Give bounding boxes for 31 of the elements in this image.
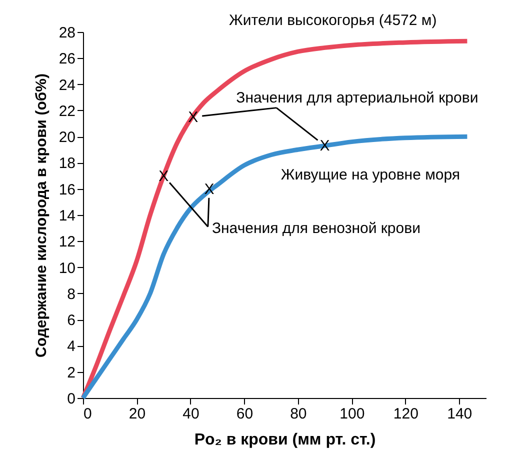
series-label: Жители высокогорья (4572 м) bbox=[229, 12, 437, 29]
y-tick-label: 18 bbox=[58, 155, 76, 172]
annotation: Значения для венозной крови bbox=[212, 220, 420, 238]
y-tick-label: 2 bbox=[67, 364, 76, 382]
y-tick-label: 28 bbox=[58, 24, 76, 42]
x-tick-label: 0 bbox=[84, 406, 92, 422]
y-tick-label: 24 bbox=[58, 76, 76, 94]
series-label: Живущие на уровне моря bbox=[280, 166, 460, 184]
y-tick-label: 20 bbox=[58, 129, 76, 146]
annotation: X bbox=[158, 168, 169, 185]
x-tick-label: 60 bbox=[236, 406, 254, 422]
annotation: Значения для артериальной крови bbox=[236, 89, 478, 106]
y-tick-label: 6 bbox=[67, 312, 76, 330]
y-axis-title: Содержание кислорода в крови (об%) bbox=[32, 74, 50, 358]
y-tick-label: 26 bbox=[58, 50, 76, 68]
x-axis-title: Po₂ в крови (мм рт. ст.) bbox=[194, 432, 376, 448]
y-tick-label: 10 bbox=[58, 260, 76, 277]
x-tick-label: 120 bbox=[393, 406, 418, 422]
x-tick-label: 100 bbox=[340, 406, 365, 422]
y-tick-label: 4 bbox=[67, 338, 76, 356]
y-tick-label: 14 bbox=[58, 208, 76, 224]
x-tick-label: 40 bbox=[182, 406, 200, 422]
x-tick-label: 80 bbox=[290, 406, 307, 422]
y-tick-label: 0 bbox=[67, 390, 76, 408]
line-series bbox=[80, 134, 470, 400]
y-tick-label: 16 bbox=[58, 181, 76, 198]
y-tick-label: 22 bbox=[58, 102, 76, 120]
y-tick-label: 8 bbox=[67, 286, 76, 303]
x-tick-label: 140 bbox=[447, 406, 472, 422]
x-tick-label: 20 bbox=[128, 406, 146, 422]
y-tick-label: 12 bbox=[58, 234, 76, 251]
